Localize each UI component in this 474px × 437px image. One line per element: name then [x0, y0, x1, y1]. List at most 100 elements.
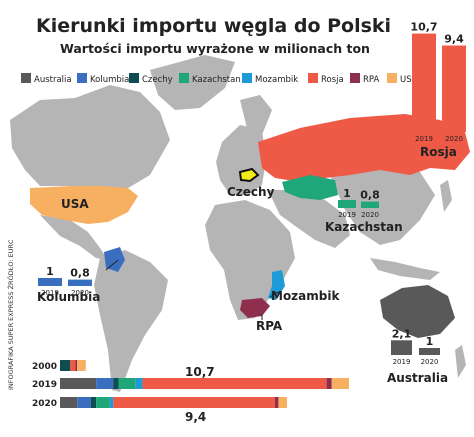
usa-shape: [30, 186, 138, 224]
stacked-row-label-2020: 2020: [32, 399, 57, 409]
map-label-rpa: RPA: [256, 319, 283, 333]
legend-swatch-usa: [387, 73, 397, 83]
stacked-chart: 2000 2019 10,7 2020 9,4: [32, 360, 349, 424]
bar-australia-2020: [419, 348, 440, 355]
year-label-kolumbia-2020: 2020: [71, 289, 89, 297]
year-label-kazachstan-2019: 2019: [338, 211, 356, 219]
credit-text: INFOGRAFIKA SUPER EXPRESS ŹRÓDŁO: EUROST…: [6, 240, 15, 390]
stacked-segment-2020-czechy: [90, 397, 97, 408]
south-africa-shape: [240, 298, 270, 318]
legend-label-kolumbia: Kolumbia: [90, 75, 129, 85]
world-map: [10, 55, 470, 392]
stacked-segment-2000-rosja: [70, 360, 76, 371]
legend-swatch-rpa: [350, 73, 360, 83]
year-label-kazachstan-2020: 2020: [361, 211, 379, 219]
value-label-rosja-2020: 9,4: [444, 33, 464, 46]
stacked-segment-2019-rpa: [326, 378, 332, 389]
value-label-australia-2020: 1: [426, 335, 434, 348]
year-label-rosja-2019: 2019: [415, 135, 433, 143]
legend-swatch-kazachstan: [179, 73, 189, 83]
value-label-australia-2019: 2,1: [392, 327, 412, 340]
mexico-shape: [40, 215, 108, 260]
chart-title: Kierunki importu węgla do Polski: [36, 15, 391, 37]
map-label-usa: USA: [61, 197, 89, 211]
legend-label-mozambik: Mozambik: [255, 75, 298, 85]
legend-label-kazachstan: Kazachstan: [192, 75, 241, 85]
value-label-rosja-2019: 10,7: [410, 21, 437, 34]
legend-swatch-kolumbia: [77, 73, 87, 83]
stacked-total-label-2019: 10,7: [185, 365, 215, 379]
map-label-czechy: Czechy: [227, 185, 275, 199]
stacked-segment-2020-rosja: [113, 397, 275, 408]
stacked-segment-2019-usa: [331, 378, 349, 389]
legend-swatch-czechy: [129, 73, 139, 83]
mini-chart-kazachstan: 1 2019 0,8 2020: [338, 187, 380, 219]
bar-rosja-2020: [442, 45, 466, 132]
stacked-segment-2019-czechy: [113, 378, 119, 389]
greenland-shape: [150, 55, 235, 110]
credit-sidebar: INFOGRAFIKA SUPER EXPRESS ŹRÓDŁO: EUROST…: [6, 240, 15, 390]
stacked-segment-2000-rpa: [75, 360, 78, 371]
stacked-segment-2020-mozambik: [109, 397, 114, 408]
stacked-segment-2020-kolumbia: [77, 397, 91, 408]
legend: Australia Kolumbia Czechy Kazachstan Mozambi…: [21, 73, 418, 85]
stacked-row-label-2000: 2000: [32, 362, 57, 372]
stacked-row-label-2019: 2019: [32, 380, 57, 390]
legend-label-czechy: Czechy: [142, 75, 173, 85]
map-label-kazachstan: Kazachstan: [325, 220, 403, 234]
mini-chart-rosja: 10,7 2019 9,4 2020: [410, 21, 466, 143]
japan-shape: [440, 180, 452, 212]
scandinavia-shape: [240, 95, 272, 135]
new-zealand-shape: [455, 345, 466, 378]
stacked-segment-2020-usa: [278, 397, 288, 408]
stacked-segment-2020-australia: [60, 397, 78, 408]
bar-kolumbia-2020: [68, 279, 92, 286]
legend-label-australia: Australia: [34, 75, 72, 85]
legend-swatch-mozambik: [242, 73, 252, 83]
bar-rosja-2019: [412, 33, 436, 133]
australia-shape: [380, 285, 455, 338]
map-label-rosja: Rosja: [420, 145, 457, 159]
kolumbia-callout-line: [105, 259, 119, 271]
bar-kolumbia-2019: [38, 278, 62, 286]
stacked-segment-2019-mozambik: [135, 378, 143, 389]
value-label-kazachstan-2020: 0,8: [360, 189, 380, 202]
kazakhstan-shape: [282, 175, 338, 200]
bar-australia-2019: [391, 340, 412, 355]
stacked-segment-2019-kolumbia: [96, 378, 114, 389]
bar-kazachstan-2019: [338, 200, 356, 208]
map-label-mozambik: Mozambik: [271, 289, 340, 303]
year-label-australia-2020: 2020: [421, 358, 439, 366]
stacked-segment-2000-usa: [77, 360, 86, 371]
canada-shape: [10, 85, 170, 188]
mozambik-callout-line: [269, 291, 279, 298]
value-label-kazachstan-2019: 1: [343, 187, 351, 200]
mini-chart-kolumbia: 1 2019 0,8 2020: [38, 265, 92, 297]
middle-east-shape: [268, 190, 350, 248]
stacked-segment-2020-rpa: [275, 397, 279, 408]
mozambique-shape: [268, 270, 285, 300]
south-america-shape: [94, 250, 168, 392]
chart-subtitle: Wartości importu wyrażone w milionach to…: [60, 41, 370, 56]
map-label-australia: Australia: [387, 371, 448, 385]
colombia-shape: [104, 247, 125, 272]
stacked-segment-2019-kazachstan: [118, 378, 136, 389]
mini-charts: 10,720199,42020120190,82020120190,820202…: [38, 21, 466, 366]
map-label-kolumbia: Kolumbia: [37, 290, 100, 304]
value-label-kolumbia-2020: 0,8: [70, 267, 90, 280]
legend-label-rpa: RPA: [363, 75, 379, 85]
bar-kazachstan-2020: [361, 201, 379, 208]
stacked-segment-2019-rosja: [142, 378, 327, 389]
value-label-kolumbia-2019: 1: [46, 265, 54, 278]
legend-label-rosja: Rosja: [321, 75, 344, 85]
legend-label-usa: USA: [400, 75, 418, 85]
year-label-australia-2019: 2019: [393, 358, 411, 366]
mini-chart-australia: 2,1 2019 1 2020: [391, 327, 440, 366]
stacked-total-label-2020: 9,4: [185, 410, 206, 424]
stacked-segment-2019-australia: [60, 378, 97, 389]
east-asia-shape: [330, 165, 435, 245]
year-label-rosja-2020: 2020: [445, 135, 463, 143]
stacked-segment-2020-kazachstan: [96, 397, 110, 408]
